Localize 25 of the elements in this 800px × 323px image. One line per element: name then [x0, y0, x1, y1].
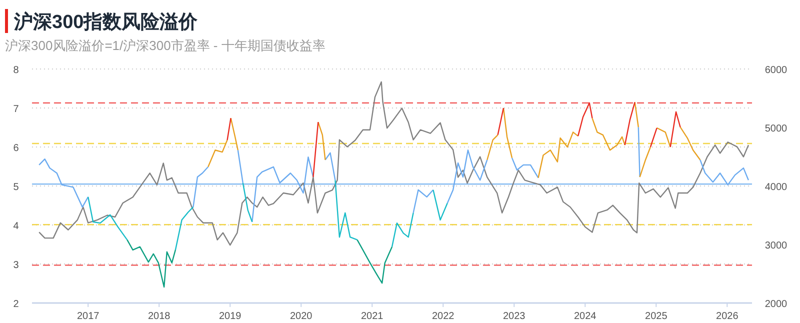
y2-tick-label: 4000: [764, 182, 788, 193]
y-tick-label: 6: [13, 143, 20, 154]
x-tick-label: 2024: [574, 311, 597, 322]
x-tick-label: 2026: [716, 311, 739, 322]
x-tick-label: 2025: [645, 311, 668, 322]
y2-tick-label: 3000: [764, 240, 788, 252]
y2-tick-label: 2000: [764, 299, 788, 310]
y2-tick-label: 6000: [764, 65, 788, 76]
x-tick-label: 2023: [503, 311, 526, 322]
y-tick-label: 8: [13, 65, 20, 76]
chart-subtitle: 沪深300风险溢价=1/沪深300市盈率 - 十年期国债收益率: [5, 38, 326, 53]
y-tick-label: 3: [13, 260, 20, 271]
x-tick-label: 2020: [290, 311, 313, 322]
y-tick-label: 5: [13, 182, 20, 193]
chart-title: 沪深300指数风险溢价: [13, 11, 199, 33]
x-tick-label: 2019: [218, 311, 242, 322]
line-series: [38, 81, 750, 246]
x-tick-label: 2021: [360, 311, 384, 322]
y-tick-label: 2: [13, 299, 20, 310]
y-tick-label: 4: [13, 221, 20, 232]
x-tick-label: 2022: [432, 311, 455, 322]
y2-tick-label: 5000: [764, 124, 788, 134]
y-tick-label: 7: [13, 104, 20, 115]
x-tick-label: 2018: [148, 311, 171, 322]
x-tick-label: 2017: [76, 311, 100, 322]
